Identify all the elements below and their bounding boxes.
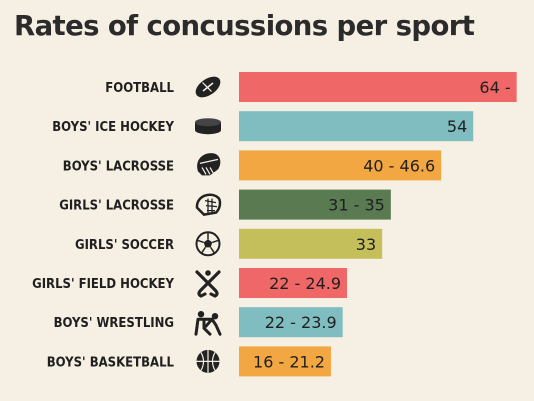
bar <box>239 72 517 102</box>
bar <box>239 307 343 338</box>
girls-lacrosse-helmet-icon <box>195 193 222 216</box>
value-label: 54 <box>447 117 467 136</box>
lacrosse-helmet-icon <box>197 153 221 176</box>
value-label: 40 - 46.6 <box>363 156 435 175</box>
football-icon <box>195 76 221 98</box>
wrestling-icon <box>194 311 222 336</box>
category-label: GIRLS' SOCCER <box>75 238 174 253</box>
bar <box>239 150 442 181</box>
value-label: 22 - 24.9 <box>269 274 341 293</box>
category-label: BOYS' BASKETBALL <box>47 355 175 370</box>
chart-title: Rates of concussions per sport <box>14 10 475 42</box>
basketball-icon <box>196 349 220 373</box>
soccer-ball-icon <box>195 231 221 257</box>
bar <box>239 228 383 259</box>
value-label: 16 - 21.2 <box>253 352 325 371</box>
field-hockey-sticks-icon <box>195 270 221 298</box>
bar <box>239 268 348 298</box>
value-label: 33 <box>356 235 376 254</box>
value-label: 31 - 35 <box>328 196 385 215</box>
category-label: GIRLS' LACROSSE <box>59 199 174 214</box>
bar <box>239 346 331 377</box>
category-label: BOYS' LACROSSE <box>63 159 174 174</box>
category-label: BOYS' ICE HOCKEY <box>52 120 174 135</box>
value-label: 22 - 23.9 <box>265 313 337 332</box>
category-label: BOYS' WRESTLING <box>54 316 174 331</box>
bar <box>239 189 391 220</box>
category-label: FOOTBALL <box>105 81 174 96</box>
value-label: 64 - <box>479 78 510 97</box>
hockey-puck-icon <box>195 118 221 135</box>
bar <box>239 111 474 142</box>
category-label: GIRLS' FIELD HOCKEY <box>32 277 174 292</box>
